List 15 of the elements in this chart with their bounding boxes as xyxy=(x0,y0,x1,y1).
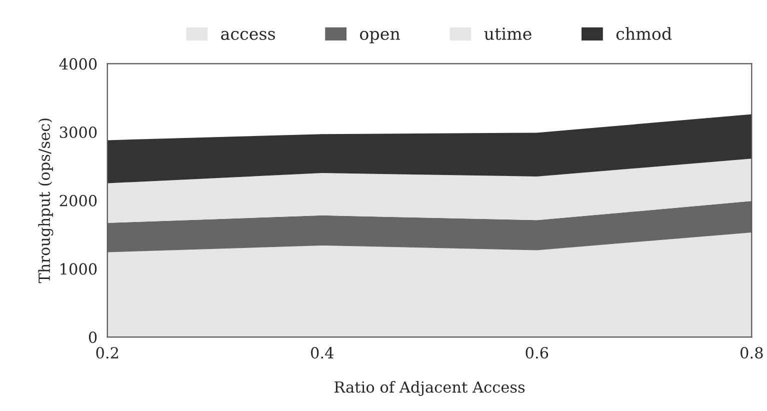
x-axis-title: Ratio of Adjacent Access xyxy=(334,380,525,396)
legend-label: chmod xyxy=(616,27,672,40)
x-tick-label: 0.4 xyxy=(311,347,334,359)
y-tick-label: 2000 xyxy=(60,194,97,206)
x-tick-label: 0.6 xyxy=(526,347,548,359)
y-tick-label: 0 xyxy=(88,331,97,344)
y-tick-label: 3000 xyxy=(60,126,97,138)
legend-label: access xyxy=(221,30,275,40)
legend-label: open xyxy=(360,30,400,44)
y-axis-title: Throughput (ops/sec) xyxy=(38,118,54,284)
y-tick-label: 4000 xyxy=(59,58,97,70)
x-tick-label: 0.8 xyxy=(740,347,763,359)
legend-label: utime xyxy=(484,28,532,40)
x-tick-label: 0.2 xyxy=(96,347,118,359)
y-tick-label: 1000 xyxy=(60,263,97,275)
